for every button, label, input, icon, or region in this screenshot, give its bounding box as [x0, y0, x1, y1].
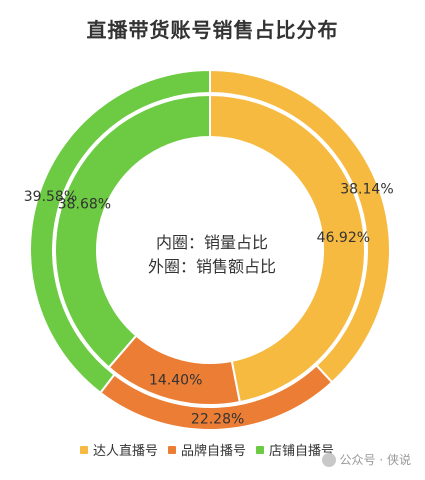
legend-item-brand: 品牌自播号 — [168, 440, 246, 459]
watermark-text: 公众号 · 侠说 — [339, 453, 411, 467]
inner-label-brand: 14.40% — [149, 373, 202, 389]
outer-label-store: 39.58% — [24, 189, 77, 205]
center-text-line-1: 内圈：销量占比 — [156, 233, 268, 252]
center-text-line-2: 外圈：销售额占比 — [148, 257, 276, 276]
inner-label-daren: 46.92% — [317, 230, 370, 246]
watermark: 公众号 · 侠说 — [321, 451, 411, 468]
legend-item-store: 店铺自播号 — [256, 440, 334, 459]
legend-label: 店铺自播号 — [269, 444, 335, 459]
legend-swatch — [80, 445, 88, 454]
outer-label-brand: 22.28% — [191, 411, 244, 427]
legend-label: 达人直播号 — [93, 444, 159, 459]
legend-swatch — [256, 445, 265, 454]
chart-title: 直播带货账号销售占比分布 — [86, 18, 339, 42]
legend-label: 品牌自播号 — [181, 444, 247, 459]
outer-slice-store — [29, 68, 211, 395]
inner-slice-daren — [209, 93, 367, 404]
outer-label-daren: 38.14% — [340, 182, 393, 198]
inner-label-store: 38.68% — [58, 196, 111, 212]
legend-swatch — [168, 445, 177, 454]
inner-slice-store — [54, 93, 211, 369]
legend: 达人直播号 品牌自播号 店铺自播号 — [80, 440, 400, 459]
wechat-icon — [321, 452, 336, 467]
legend-item-daren: 达人直播号 — [80, 440, 158, 459]
